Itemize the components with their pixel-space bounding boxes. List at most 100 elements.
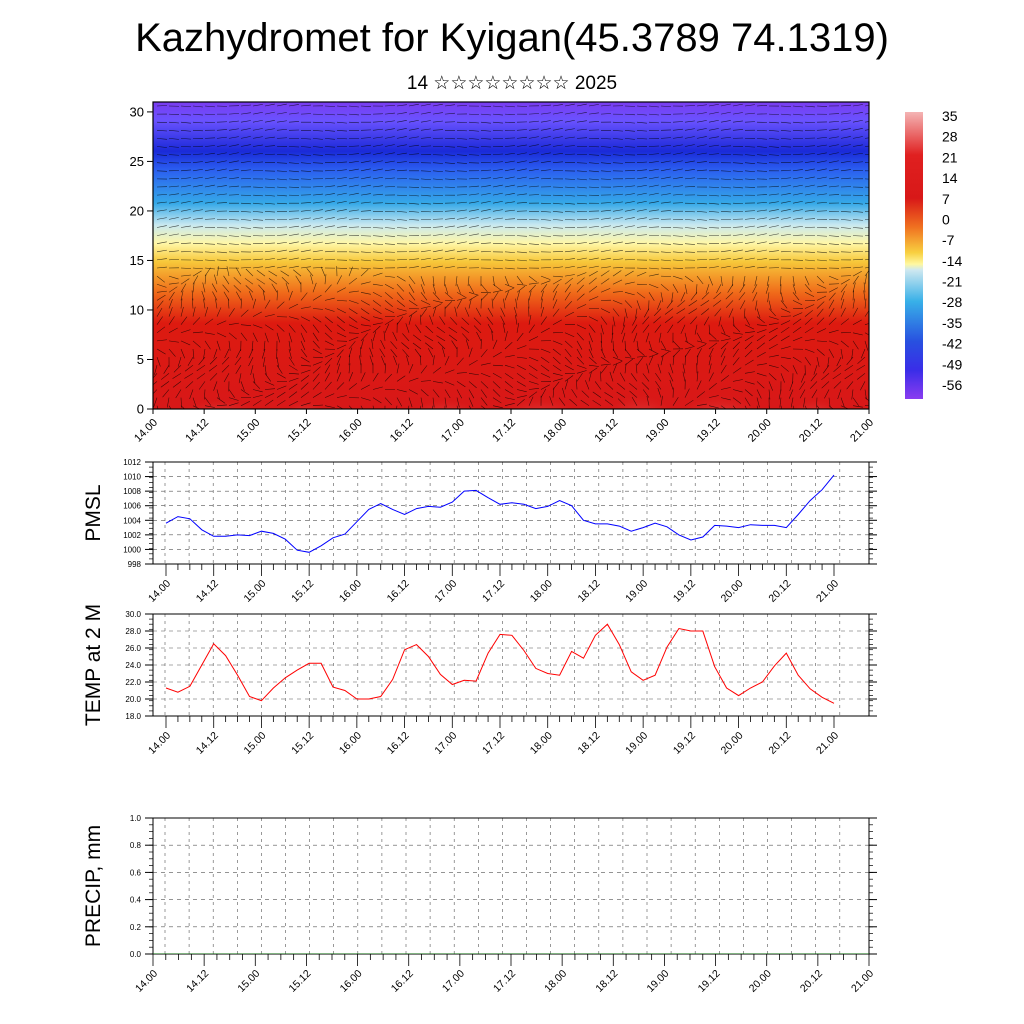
wind-vector — [696, 202, 707, 205]
wind-vector — [177, 357, 182, 367]
wind-vector — [756, 324, 767, 327]
wind-vector — [300, 162, 311, 164]
wind-vector — [792, 234, 803, 236]
wind-vector — [402, 349, 410, 358]
wind-vector — [432, 292, 440, 301]
wind-vector — [792, 161, 803, 163]
wind-vector — [420, 111, 431, 115]
wind-vector — [696, 332, 703, 342]
wind-vector — [684, 348, 691, 358]
wind-vector — [264, 178, 275, 180]
wind-vector — [180, 113, 191, 116]
wind-vector — [264, 332, 269, 343]
wind-vector — [672, 168, 683, 172]
wind-vector — [336, 405, 344, 409]
wind-vector — [396, 235, 407, 237]
wind-vector — [372, 176, 383, 180]
wind-vector — [468, 146, 479, 148]
wind-vector — [768, 217, 779, 220]
wind-vector — [768, 225, 779, 228]
wind-vector — [804, 356, 811, 366]
wind-vector — [252, 332, 258, 342]
wind-vector — [852, 258, 863, 261]
wind-vector — [468, 250, 479, 253]
wind-vector — [840, 152, 851, 155]
wind-vector — [468, 373, 479, 376]
wind-vector — [864, 219, 869, 220]
wind-vector — [504, 287, 515, 293]
wind-vector — [696, 161, 707, 163]
wind-vector — [492, 184, 503, 188]
wind-vector — [864, 269, 869, 277]
wind-vector — [671, 292, 674, 303]
wind-vector — [624, 292, 635, 296]
wind-vector — [816, 144, 827, 147]
wind-vector — [660, 351, 670, 358]
wind-vector — [153, 397, 158, 408]
wind-vector — [444, 225, 455, 228]
wind-vector — [624, 193, 635, 196]
wind-vector — [816, 259, 827, 262]
wind-vector — [780, 356, 791, 360]
wind-vector — [256, 270, 266, 277]
wind-vector — [300, 316, 311, 322]
wind-vector — [600, 162, 611, 164]
wind-vector — [468, 381, 477, 389]
y-tick-label: 1.0 — [130, 814, 142, 823]
wind-vector — [655, 381, 662, 390]
wind-vector — [252, 381, 261, 389]
y-tick-label: 25 — [130, 154, 144, 169]
wind-vector — [228, 113, 239, 115]
wind-vector — [852, 319, 862, 325]
wind-vector — [540, 384, 550, 390]
wind-vector — [828, 113, 840, 115]
wind-vector — [852, 298, 855, 309]
wind-vector — [456, 209, 467, 212]
colorbar-label: -35 — [942, 315, 962, 331]
wind-vector — [828, 219, 839, 221]
wind-vector — [336, 217, 347, 220]
wind-vector — [228, 219, 239, 221]
wind-vector — [252, 211, 263, 213]
wind-vector — [708, 395, 719, 398]
wind-vector — [816, 308, 824, 317]
wind-vector — [492, 389, 501, 397]
wind-vector — [705, 284, 710, 294]
wind-vector — [516, 381, 526, 387]
wind-vector — [636, 283, 647, 286]
wind-vector — [672, 267, 684, 269]
wind-vector — [780, 405, 783, 409]
wind-vector — [156, 275, 165, 283]
wind-vector — [168, 185, 179, 188]
wind-vector — [396, 152, 407, 155]
wind-vector — [208, 364, 218, 372]
wind-vector — [648, 340, 653, 351]
wind-vector — [528, 136, 539, 139]
wind-vector — [192, 397, 197, 408]
wind-vector — [480, 185, 491, 188]
wind-vector — [756, 351, 766, 358]
wind-vector — [612, 138, 623, 140]
wind-vector — [576, 356, 585, 365]
wind-vector — [324, 332, 333, 340]
wind-vector — [564, 211, 575, 213]
wind-vector — [384, 227, 395, 229]
wind-vector — [516, 285, 526, 293]
wind-vector — [780, 346, 791, 350]
wind-vector — [660, 259, 671, 262]
wind-vector — [576, 112, 587, 115]
wind-vector — [528, 168, 539, 172]
wind-vector — [635, 363, 638, 374]
wind-vector — [780, 335, 790, 342]
wind-vector — [419, 355, 422, 366]
wind-vector — [840, 104, 851, 107]
wind-vector — [372, 243, 383, 245]
wind-vector — [852, 136, 863, 139]
wind-vector — [701, 308, 710, 315]
wind-vector — [780, 308, 791, 313]
wind-vector — [653, 316, 662, 324]
wind-vector — [852, 152, 863, 155]
wind-vector — [732, 112, 743, 115]
wind-vector — [180, 209, 191, 212]
wind-vector — [420, 300, 431, 305]
